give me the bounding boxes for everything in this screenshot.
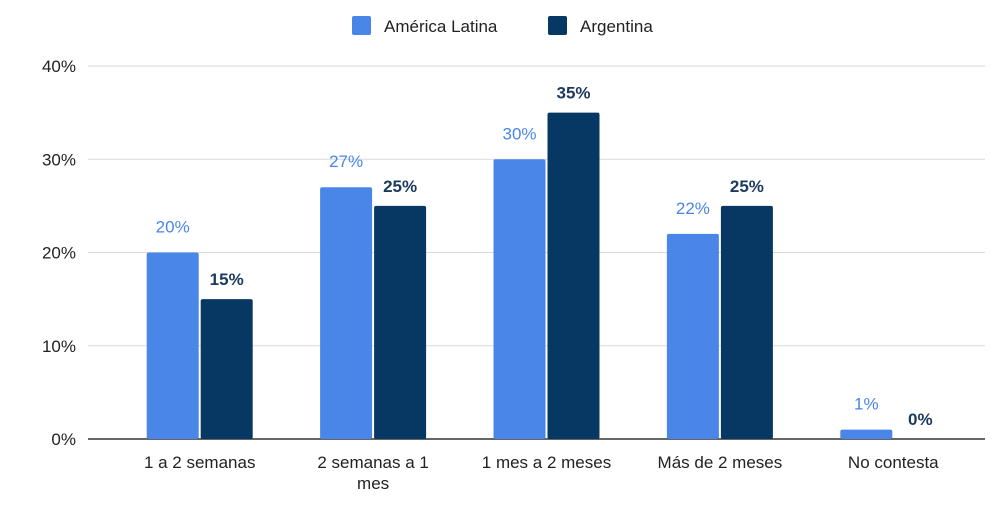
x-tick-label: 1 mes a 2 meses [482, 453, 611, 472]
bar [146, 252, 199, 439]
data-label: 15% [210, 270, 244, 289]
y-tick-label: 40% [42, 57, 76, 76]
legend-label: Argentina [580, 17, 653, 36]
bars: 20% 27% 30% 22% 1% 15% 25% 35% 25% 0% [146, 84, 933, 439]
legend-label: América Latina [384, 17, 498, 36]
bar [374, 205, 427, 439]
y-tick-label: 10% [42, 337, 76, 356]
legend-swatch [548, 16, 567, 35]
data-label: 35% [556, 84, 590, 103]
bar [840, 429, 893, 439]
bar [320, 187, 373, 439]
x-tick-label: Más de 2 meses [658, 453, 783, 472]
x-tick-label: 2 semanas a 1 [317, 453, 429, 472]
bar [666, 233, 719, 439]
bar [547, 112, 600, 439]
legend-swatch [352, 16, 371, 35]
data-label: 0% [908, 410, 933, 429]
bar [493, 159, 546, 439]
bar [720, 205, 773, 439]
data-label: 20% [156, 218, 190, 237]
data-label: 27% [329, 152, 363, 171]
x-tick-label: No contesta [848, 453, 939, 472]
data-label: 22% [676, 199, 710, 218]
bar [200, 299, 253, 439]
legend: América Latina Argentina [352, 16, 653, 36]
y-tick-label: 0% [51, 430, 76, 449]
x-tick-label: mes [357, 474, 389, 493]
y-tick-label: 30% [42, 150, 76, 169]
data-label: 30% [502, 124, 536, 143]
x-tick-label: 1 a 2 semanas [144, 453, 256, 472]
data-label: 25% [383, 177, 417, 196]
y-tick-label: 20% [42, 244, 76, 263]
x-axis-labels: 1 a 2 semanas 2 semanas a 1 mes 1 mes a 2 m… [144, 453, 939, 493]
data-label: 1% [854, 395, 879, 414]
data-label: 25% [730, 177, 764, 196]
